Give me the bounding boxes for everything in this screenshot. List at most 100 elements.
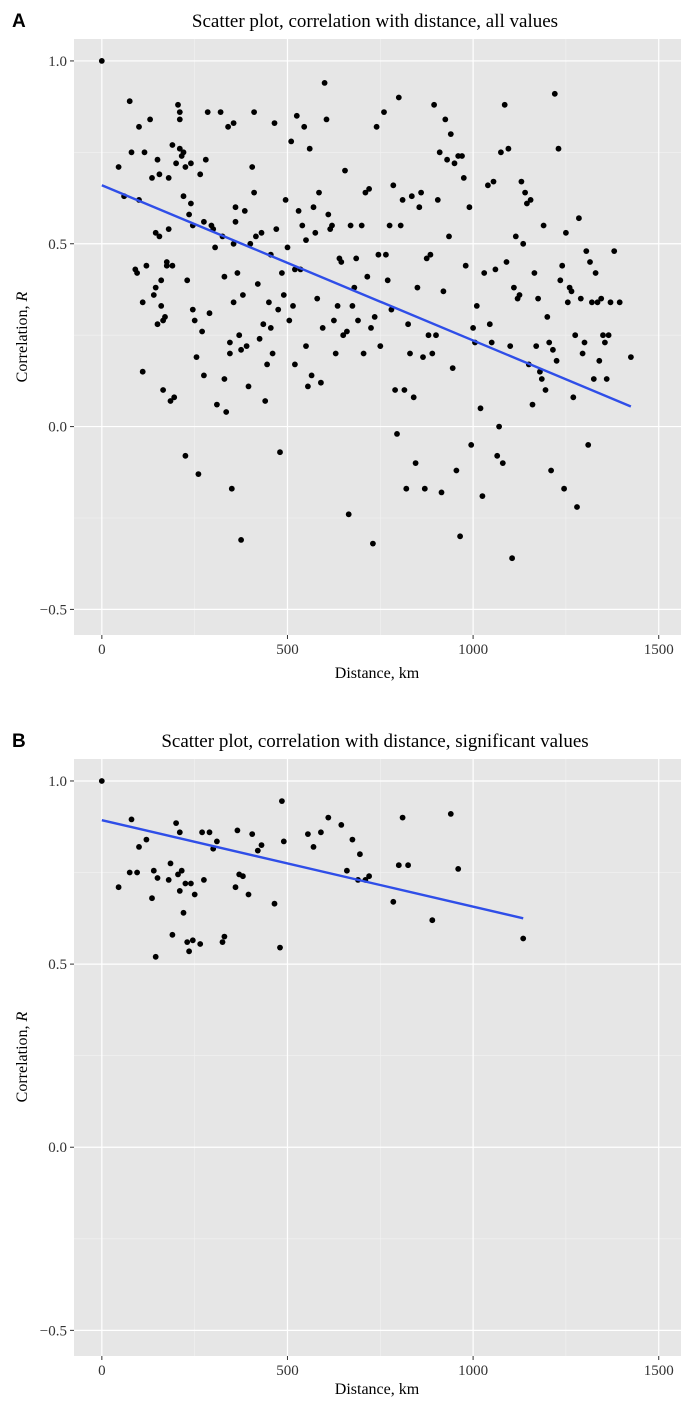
data-point: [449, 365, 456, 371]
data-point: [438, 489, 445, 496]
data-point: [316, 189, 322, 196]
data-point: [206, 310, 213, 317]
data-point: [420, 354, 426, 360]
data-point: [310, 844, 317, 850]
data-point: [357, 851, 363, 858]
panel-label: A: [12, 11, 26, 32]
axes: 0 500 1000 1500 −0.5 0.0 0.5 1.0: [40, 54, 674, 658]
data-point: [349, 836, 356, 843]
data-point: [154, 321, 161, 328]
data-point: [128, 149, 135, 156]
data-point: [219, 939, 226, 945]
data-point: [202, 156, 209, 163]
data-point: [600, 332, 606, 339]
data-point: [171, 394, 178, 401]
data-point: [188, 880, 194, 887]
panel-a: A Scatter plot, correlation with distanc…: [12, 11, 681, 682]
data-point: [399, 814, 406, 821]
data-point: [486, 321, 493, 328]
data-point: [434, 197, 441, 203]
data-point: [156, 233, 163, 240]
data-point: [165, 226, 172, 233]
data-point: [395, 862, 402, 869]
data-point: [158, 303, 165, 309]
data-point: [557, 277, 564, 284]
data-point: [176, 145, 183, 152]
data-point: [191, 317, 198, 324]
data-point: [407, 350, 413, 357]
data-point: [383, 251, 389, 258]
data-point: [579, 350, 586, 357]
data-point: [240, 873, 246, 880]
data-point: [197, 171, 204, 178]
data-point: [165, 877, 172, 883]
data-point: [520, 240, 527, 247]
data-point: [353, 255, 360, 262]
data-point: [397, 222, 404, 229]
data-point: [147, 116, 154, 123]
data-point: [154, 156, 161, 163]
data-point: [433, 332, 439, 339]
data-point: [602, 339, 608, 346]
data-point: [399, 197, 406, 203]
data-point: [279, 270, 285, 276]
data-point: [355, 317, 361, 324]
data-point: [232, 884, 239, 891]
data-point: [511, 284, 517, 291]
data-point: [442, 116, 449, 123]
data-point: [230, 240, 237, 247]
x-axis-label: Distance, km: [335, 665, 420, 682]
data-point: [585, 442, 592, 448]
data-point: [193, 354, 200, 360]
x-tick-label: 500: [276, 1363, 299, 1379]
data-point: [182, 452, 189, 459]
data-point: [143, 836, 150, 843]
data-point: [501, 101, 508, 108]
data-point: [462, 262, 469, 269]
data-point: [152, 284, 159, 291]
data-point: [225, 123, 232, 130]
data-point: [176, 116, 183, 123]
data-point: [115, 164, 122, 170]
data-point: [421, 485, 428, 492]
regression-line: [101, 184, 632, 408]
data-point: [136, 123, 142, 130]
data-point: [607, 299, 614, 306]
y-tick-label: 0.0: [48, 420, 67, 436]
data-point: [134, 270, 141, 276]
data-point: [243, 343, 250, 349]
panel-label: B: [12, 731, 26, 752]
data-point: [275, 306, 282, 313]
x-tick-label: 500: [276, 642, 299, 658]
data-point: [134, 869, 141, 876]
data-point: [303, 343, 309, 349]
data-point: [149, 175, 155, 181]
data-point: [538, 376, 545, 382]
data-point: [212, 244, 219, 251]
data-point: [429, 350, 436, 357]
data-point: [370, 540, 376, 547]
data-point: [180, 193, 187, 200]
y-axis-label-prefix: Correlation,: [14, 301, 31, 382]
data-point: [401, 387, 408, 393]
data-point: [459, 153, 465, 159]
data-point: [267, 325, 274, 331]
data-point: [197, 941, 204, 947]
data-point: [457, 533, 463, 540]
data-point: [611, 248, 618, 255]
data-point: [318, 829, 324, 836]
data-point: [481, 270, 488, 276]
data-point: [221, 933, 228, 940]
data-point: [340, 332, 347, 339]
data-point: [362, 189, 369, 196]
data-point: [358, 222, 365, 229]
data-point: [280, 838, 287, 845]
data-point: [373, 123, 380, 130]
data-point: [165, 175, 172, 181]
data-point: [381, 109, 387, 115]
data-point: [603, 376, 610, 382]
x-axis-label: Distance, km: [335, 1381, 420, 1398]
x-tick-label: 1500: [644, 642, 674, 658]
chart-title: Scatter plot, correlation with distance,…: [161, 731, 588, 752]
